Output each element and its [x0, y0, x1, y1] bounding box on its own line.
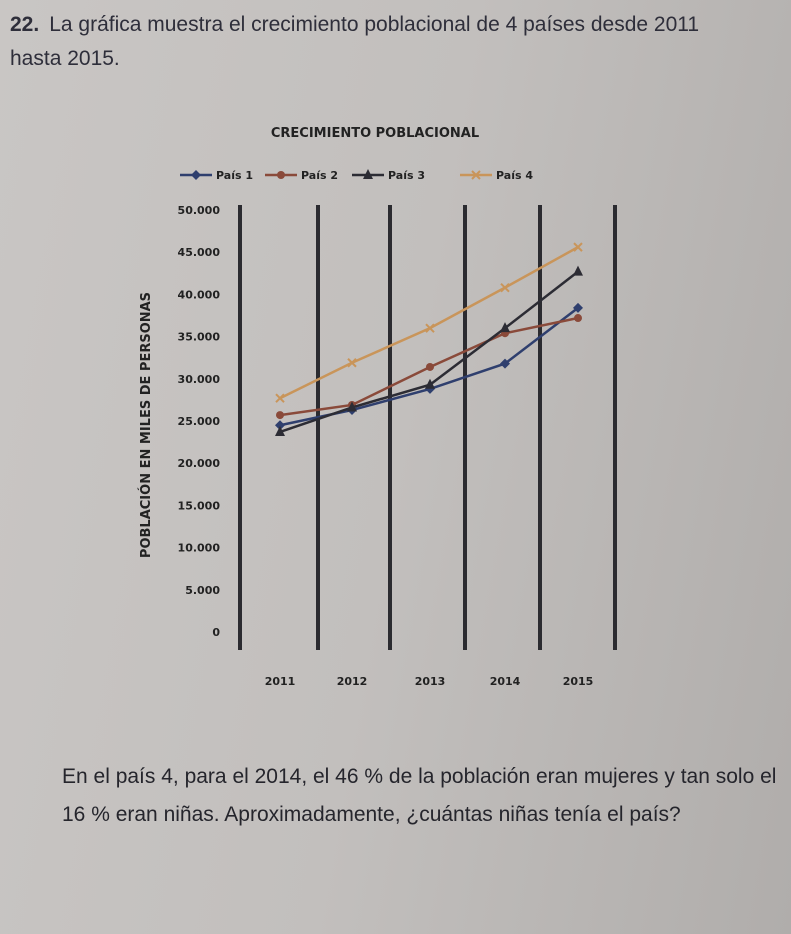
marker-stroke — [471, 170, 481, 180]
x-tick-label: 2013 — [415, 675, 446, 688]
marker-stroke — [347, 358, 357, 368]
y-tick-label: 25.000 — [178, 415, 221, 428]
x-tick-label: 2015 — [563, 675, 594, 688]
legend-item: País 1 — [180, 169, 253, 182]
series-line — [279, 246, 579, 400]
data-point — [275, 393, 285, 403]
x-tick-label: 2014 — [490, 675, 521, 688]
legend-marker — [471, 170, 481, 180]
data-point — [574, 314, 582, 323]
chart-title: CRECIMIENTO POBLACIONAL — [271, 126, 479, 141]
gridlines — [238, 205, 617, 650]
marker-stroke — [500, 282, 510, 293]
y-tick-label: 30.000 — [178, 373, 221, 386]
legend-item: País 4 — [460, 169, 533, 182]
y-tick-label: 50.000 — [178, 204, 221, 217]
series-3 — [275, 265, 583, 436]
data-point — [573, 265, 583, 276]
question-header: 22. La gráfica muestra el crecimiento pob… — [10, 8, 750, 76]
x-tick-label: 2011 — [265, 675, 296, 688]
legend-label: País 4 — [496, 169, 533, 182]
x-axis-ticks: 2011 2012 2013 2014 2015 — [265, 675, 594, 688]
data-point — [500, 358, 510, 369]
series-4 — [275, 242, 583, 403]
question-prompt: En el país 4, para el 2014, el 46 % de l… — [62, 765, 777, 826]
marker-stroke — [275, 393, 285, 403]
data-point — [500, 322, 510, 333]
legend-item: País 3 — [352, 169, 425, 182]
data-point — [276, 411, 284, 420]
y-tick-label: 35.000 — [178, 331, 221, 344]
legend-marker — [191, 170, 201, 180]
y-tick-label: 40.000 — [178, 288, 221, 301]
y-tick-label: 15.000 — [178, 499, 221, 512]
y-tick-label: 10.000 — [178, 542, 221, 555]
data-point — [425, 378, 435, 389]
y-tick-label: 5.000 — [185, 584, 220, 597]
legend-item: País 2 — [265, 169, 338, 182]
legend: País 1 País 2 País 3 País 4 — [180, 169, 533, 182]
x-tick-label: 2012 — [337, 675, 368, 688]
legend-label: País 3 — [388, 169, 425, 182]
data-point — [347, 401, 357, 412]
data-point — [426, 362, 434, 371]
series-group — [275, 242, 583, 436]
series-2 — [276, 314, 582, 420]
legend-label: País 2 — [301, 169, 338, 182]
y-axis-label: POBLACIÓN EN MILES DE PERSONAS — [138, 292, 154, 558]
legend-marker — [277, 171, 285, 179]
marker-stroke — [573, 242, 583, 252]
question-number: 22. — [10, 13, 40, 36]
data-point — [573, 302, 583, 313]
data-point — [425, 323, 435, 333]
data-point — [275, 420, 285, 431]
y-tick-label: 0 — [212, 626, 220, 639]
data-point — [347, 358, 357, 368]
marker-stroke — [425, 323, 435, 333]
legend-label: País 1 — [216, 169, 253, 182]
legend-marker — [363, 169, 373, 179]
data-point — [500, 282, 510, 293]
y-tick-label: 45.000 — [178, 246, 221, 259]
data-point — [275, 425, 285, 436]
question-intro: La gráfica muestra el crecimiento poblac… — [10, 13, 700, 70]
y-axis-ticks: 0 5.000 10.000 15.000 20.000 25.000 30.000 35.0… — [178, 204, 221, 639]
data-point — [573, 242, 583, 252]
y-tick-label: 20.000 — [178, 457, 221, 470]
